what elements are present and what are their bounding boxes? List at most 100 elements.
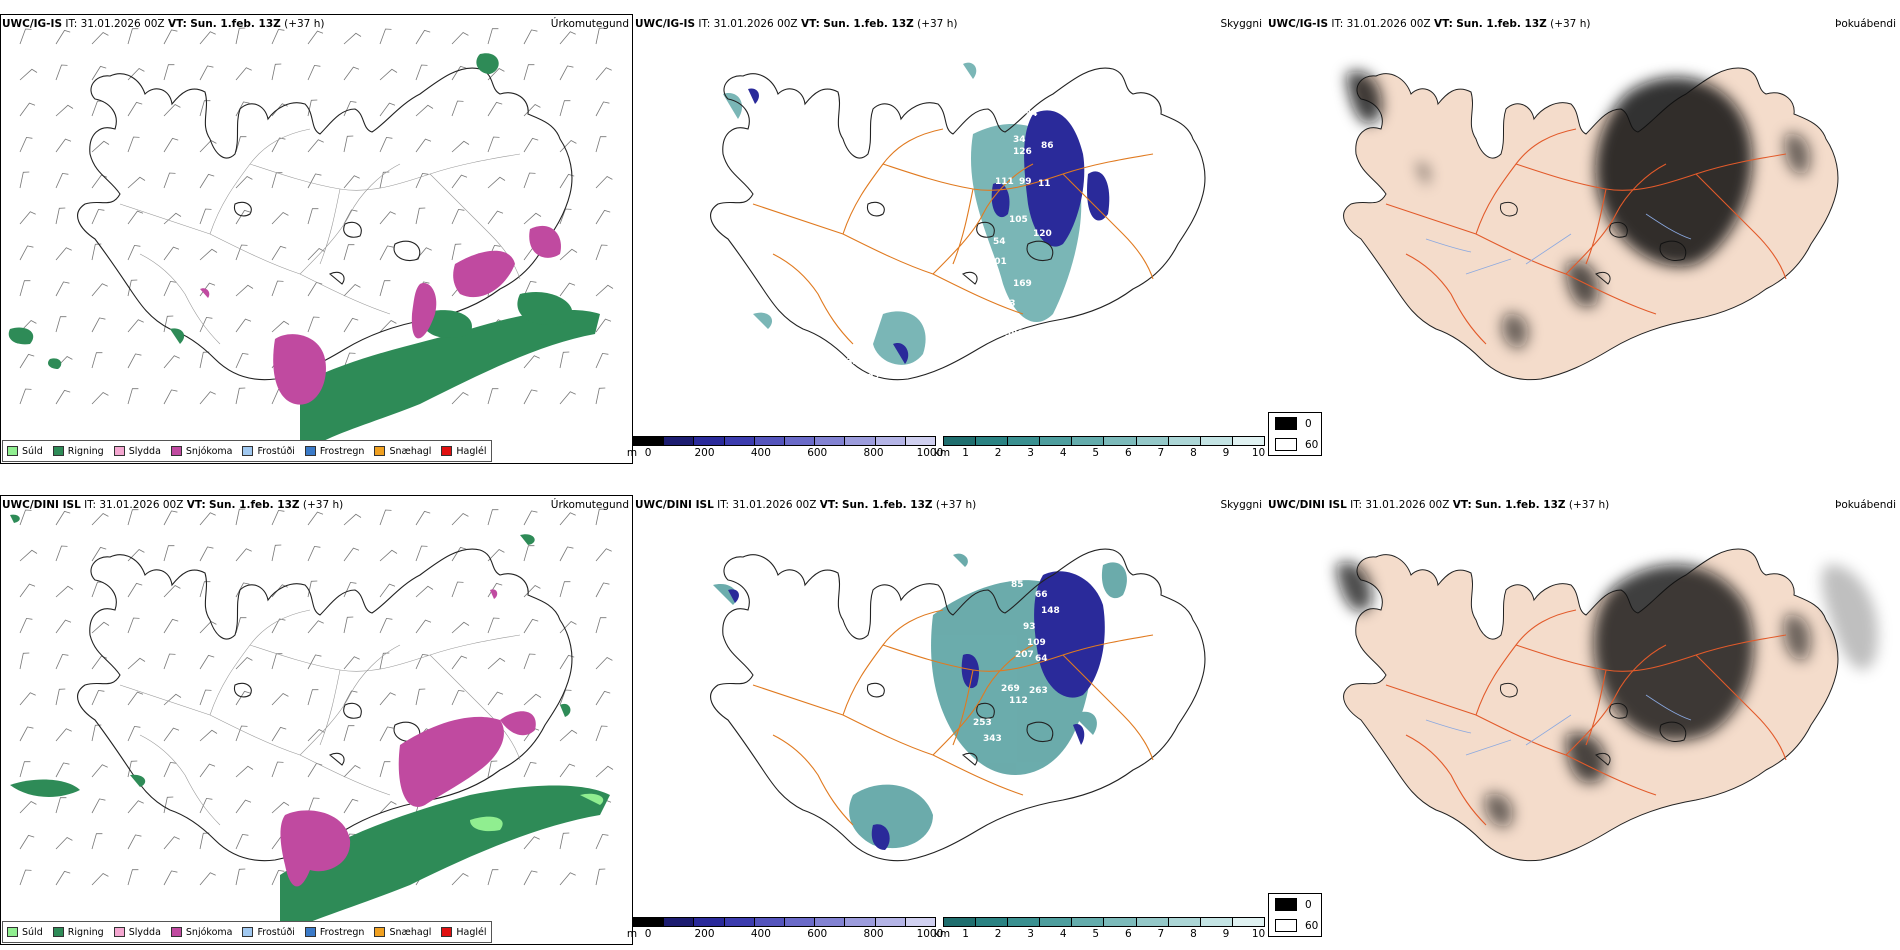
legend-label: Haglél <box>456 926 487 938</box>
fog-swatch-60 <box>1275 919 1297 932</box>
colorbar-tick-label: 600 <box>807 928 828 940</box>
colorbar-tick-label: 9 <box>1222 928 1230 940</box>
colorbar-tick-label: 1000 <box>916 447 944 459</box>
panel-title: Þokuábendi <box>1835 499 1896 511</box>
legend-item: Slydda <box>113 927 161 938</box>
colorbar-bin <box>1136 918 1169 926</box>
colorbar-tick-label: 1 <box>962 447 969 459</box>
panel-header: UWC/DINI ISL IT: 31.01.2026 00Z VT: Sun.… <box>1268 499 1610 511</box>
colorbar-bin <box>1072 437 1105 445</box>
colorbar-bin <box>875 918 906 926</box>
legend-item: Snæhagl <box>374 446 431 457</box>
colorbar-bin <box>754 918 786 926</box>
visibility-km-colorbar: km 1 2 3 4 5 6 7 8 9 10 <box>934 917 1265 941</box>
colorbar-bin <box>815 918 846 926</box>
colorbar-bin <box>785 918 816 926</box>
colorbar-bin <box>1104 437 1137 445</box>
colorbar-bin <box>976 918 1009 926</box>
fog-index-shading <box>1346 71 1810 349</box>
visibility-value-label: 43 <box>1003 299 1016 309</box>
precip-type-map-bottom <box>10 508 614 935</box>
visibility-value-label: 364 <box>863 752 882 762</box>
legend-item: Haglél <box>441 926 487 938</box>
visibility-meter-colorbar: m 0 200 400 600 800 1000 <box>627 436 943 460</box>
legend-item: Súld <box>7 446 43 457</box>
colorbar-bin <box>976 437 1009 445</box>
colorbar-bin <box>905 437 936 445</box>
colorbar-tick-label: 4 <box>1059 447 1067 459</box>
drizzle-area <box>470 793 604 832</box>
land-fill <box>1343 67 1839 381</box>
legend-label: Haglél <box>456 445 487 457</box>
road-network <box>752 128 1154 345</box>
visibility-value-label: 148 <box>1041 606 1060 616</box>
iceland-outline <box>77 67 573 381</box>
colorbar-tick-label: 7 <box>1157 928 1165 940</box>
legend-swatch <box>304 927 316 937</box>
colorbar-tick-label: 0 <box>644 447 652 459</box>
colorbar-bin <box>1136 437 1169 445</box>
visibility-value-label: 75 <box>827 766 840 776</box>
fog-index-legend: 0 60 <box>1268 893 1322 937</box>
visibility-value-label: 120 <box>1033 229 1052 239</box>
legend-swatch <box>7 927 18 937</box>
legend-label: Snjókoma <box>185 926 233 938</box>
panel-title: Úrkomutegund <box>550 18 629 30</box>
legend-swatch <box>374 927 386 937</box>
panel-title: Þokuábendi <box>1835 18 1896 30</box>
colorbar-tick-label: 6 <box>1124 447 1132 459</box>
legend-swatch <box>441 927 453 937</box>
legend-swatch <box>242 927 254 937</box>
legend-item: Slydda <box>113 446 161 457</box>
colorbar-unit: km <box>933 928 951 940</box>
colorbar-bin <box>664 437 695 445</box>
visibility-value-label: 105 <box>1009 215 1028 225</box>
fog-index-shading <box>1336 562 1878 828</box>
visibility-km-colorbar: km 1 2 3 4 5 6 7 8 9 10 <box>934 436 1265 460</box>
colorbar-tick-label: 5 <box>1092 447 1100 459</box>
road-network <box>119 128 521 345</box>
legend-label: Súld <box>22 926 43 938</box>
legend-swatch <box>242 446 254 456</box>
panel-title: Skyggni <box>1220 499 1263 511</box>
colorbar-tick-label: 200 <box>694 447 715 459</box>
colorbar-bin <box>1200 437 1233 445</box>
colorbar-tick-label: 600 <box>807 447 828 459</box>
legend-item: Snjókoma <box>170 926 233 938</box>
colorbar-bin <box>1232 437 1264 445</box>
visibility-value-label: 54 <box>993 237 1006 247</box>
road-network <box>1385 609 1787 826</box>
legend-swatch <box>170 446 182 456</box>
precip-legend: Súld Rigning Slydda Snjókoma Frostúði Frostre… <box>2 440 492 462</box>
legend-swatch <box>52 927 64 937</box>
colorbar-bin <box>944 437 977 445</box>
fog-swatch-0 <box>1275 417 1297 430</box>
colorbar-tick-label: 4 <box>1059 928 1067 940</box>
snow-area <box>200 225 561 405</box>
colorbar-bin <box>634 437 665 445</box>
colorbar-bin <box>845 918 876 926</box>
panel-title: Skyggni <box>1220 18 1263 30</box>
legend-item: Frostregn <box>304 926 365 938</box>
visibility-value-label: 80 <box>1025 568 1038 578</box>
panel-header: UWC/DINI ISL IT: 31.01.2026 00Z VT: Sun.… <box>635 499 977 511</box>
map-frame <box>0 495 633 945</box>
colorbar-bin <box>634 918 665 926</box>
legend-label: Frostregn <box>319 926 365 938</box>
road-network <box>1385 128 1787 345</box>
visibility-value-label: 112 <box>1009 696 1028 706</box>
colorbar-bin <box>944 918 977 926</box>
colorbar-bin <box>1232 918 1264 926</box>
colorbar-tick-label: 9 <box>1222 447 1230 459</box>
visibility-value-label: 111 <box>995 177 1014 187</box>
visibility-value-label: 169 <box>1013 279 1032 289</box>
fog-map-bottom <box>1336 548 1878 862</box>
colorbar-tick-label: 200 <box>694 928 715 940</box>
colorbar-tick-label: 800 <box>863 928 884 940</box>
fog-swatch-0 <box>1275 898 1297 911</box>
legend-swatch <box>113 446 125 456</box>
visibility-value-label: 34 <box>1013 135 1026 145</box>
legend-swatch <box>52 446 64 456</box>
